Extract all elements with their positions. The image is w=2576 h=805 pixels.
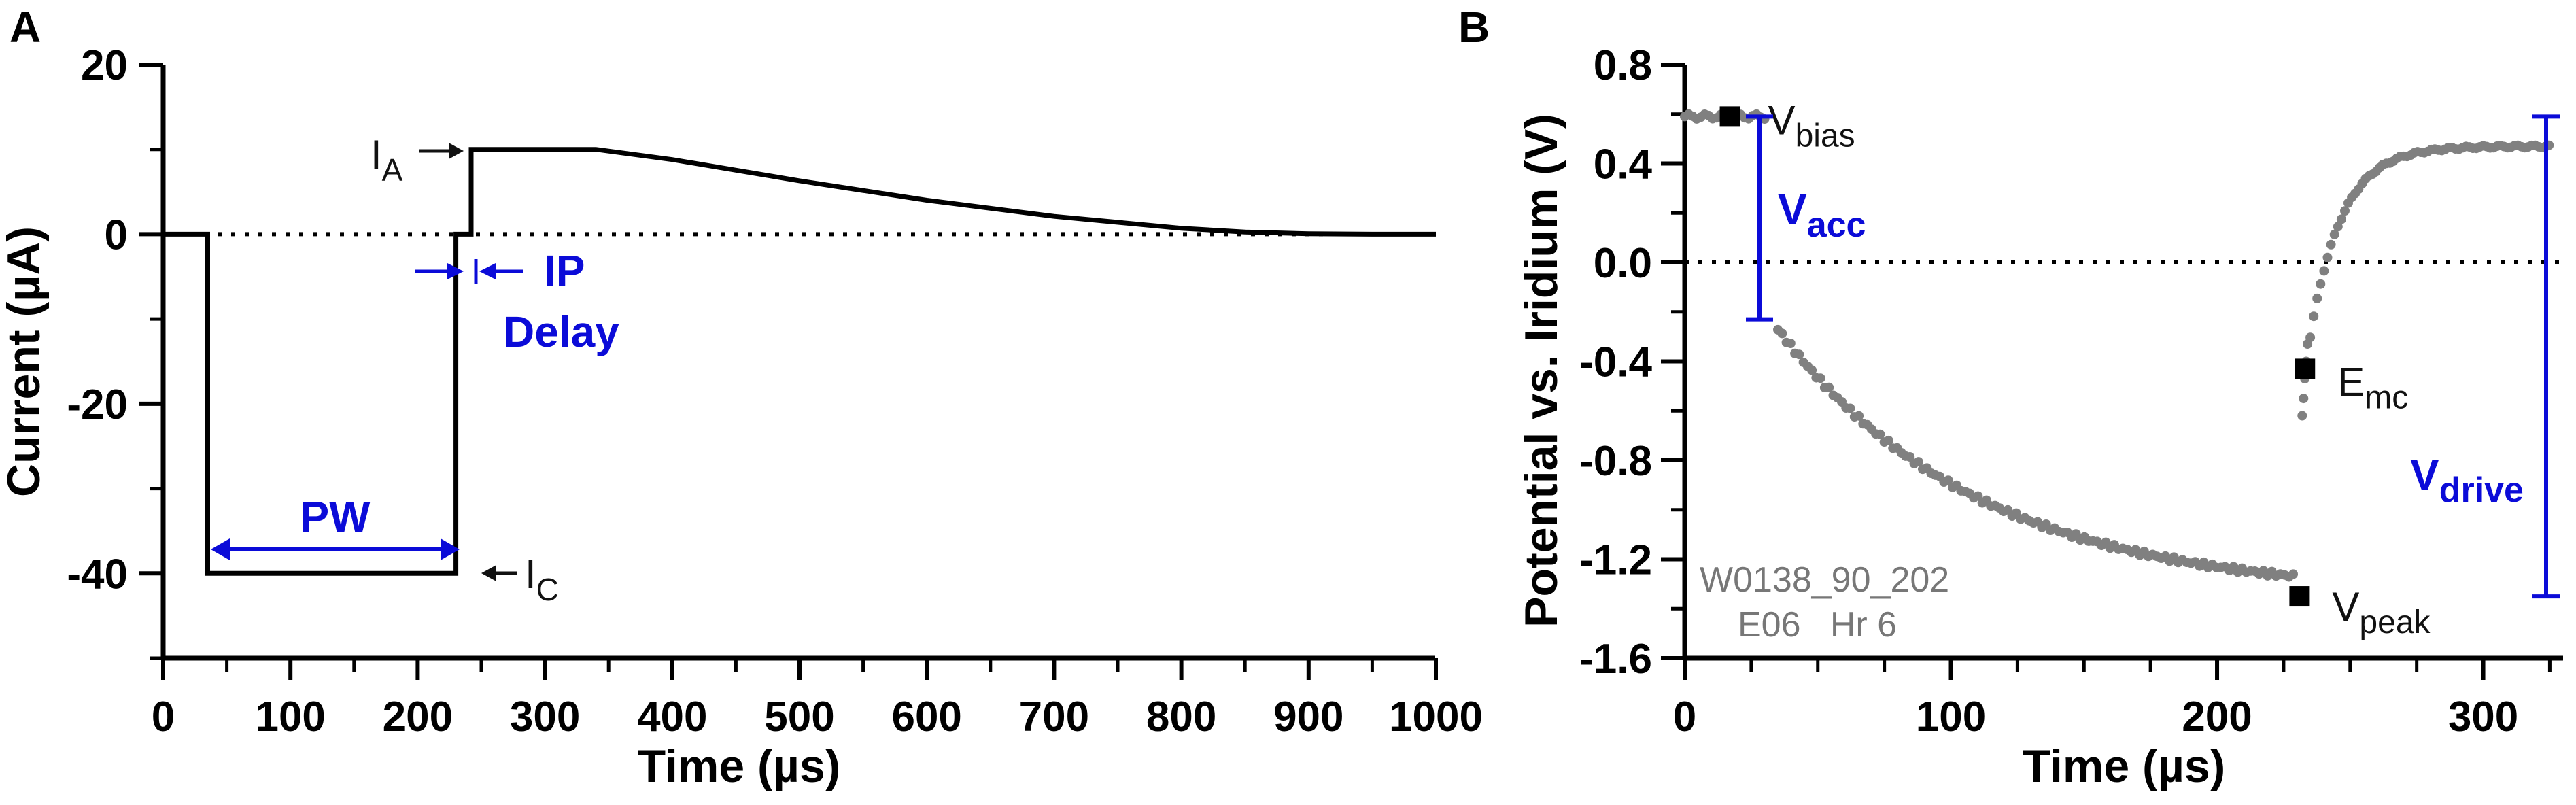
panel-b-y-tick-label: 0.8	[1594, 42, 1652, 89]
panel-a-x-tick-label: 500	[764, 693, 834, 740]
marker-v-bias	[1719, 106, 1740, 127]
label-v-drive: Vdrive	[2410, 450, 2524, 510]
panel-a-x-tick-label: 1000	[1389, 693, 1483, 740]
panel-b-data-point	[2336, 214, 2346, 224]
sample-label-line1: W0138_90_202	[1700, 560, 1949, 600]
panel-b-data-point	[1845, 403, 1855, 413]
panel-b-data-point	[1815, 373, 1825, 383]
panel-b-data-point	[1854, 411, 1864, 421]
panel-b-letter: B	[1458, 3, 1490, 52]
ia-label: IA	[371, 132, 403, 188]
panel-b-y-tick-label: 0.0	[1594, 240, 1652, 287]
panel-b-data-point	[2312, 293, 2322, 303]
panel-a-x-axis-title: Time (µs)	[638, 740, 841, 792]
panel-b-data-point	[2329, 229, 2339, 239]
panel-b-data-point	[2316, 279, 2326, 289]
panel-b-data-point	[2333, 222, 2343, 232]
panel-a-y-tick-label: 0	[105, 211, 128, 258]
panel-a-y-ticks: -40 -20 0 20	[67, 42, 163, 660]
panel-b-y-axis-title: Potential vs. Iridium (V)	[1515, 114, 1567, 628]
panel-a-letter: A	[10, 3, 41, 52]
ip-arrowhead-right	[479, 263, 496, 279]
panel-b-data-point	[1824, 382, 1834, 392]
sample-label-line2: E06 Hr 6	[1738, 605, 1897, 645]
delay-label: Delay	[503, 307, 619, 356]
panel-b-data-point	[1943, 475, 1953, 485]
panel-b-y-tick-label: 0.4	[1594, 141, 1653, 188]
panel-b-scatter-points	[1680, 109, 2554, 582]
panel-b-data-point	[2322, 252, 2333, 262]
panel-a-y-axis-title: Current (µA)	[0, 226, 50, 497]
panel-b-data-point	[2319, 266, 2329, 276]
panel-b-y-tick-label: -1.2	[1579, 537, 1652, 584]
panel-b-data-point	[1913, 457, 1923, 467]
ic-label: IC	[525, 551, 559, 607]
panel-a: A 0 100 200 300 400 500 600 700 800 900 1000 -40-2…	[0, 3, 1483, 792]
pw-arrowhead-left	[211, 538, 230, 560]
panel-b-y-ticks: -1.6 -1.2 -0.8 -0.4 0.0 0.4 0.8	[1579, 42, 1685, 683]
panel-b-data-point	[1785, 339, 1796, 348]
panel-a-x-tick-label: 300	[510, 693, 580, 740]
ic-arrowhead	[481, 565, 496, 581]
panel-b-brackets: Vacc Vdrive	[1746, 114, 2560, 599]
panel-a-x-tick-label: 700	[1019, 693, 1089, 740]
ip-label: IP	[544, 246, 585, 295]
pw-label: PW	[300, 492, 371, 541]
panel-b-x-axis-title: Time (µs)	[2023, 740, 2226, 792]
panel-b-x-tick-label: 200	[2182, 693, 2252, 740]
marker-e-mc	[2295, 358, 2316, 379]
panel-a-y-tick-label: -20	[67, 381, 128, 428]
panel-a-x-ticks: 0 100 200 300 400 500 600 700 800 900 1000	[152, 658, 1483, 740]
panel-b-data-point	[2299, 394, 2309, 404]
panel-a-x-tick-label: 800	[1146, 693, 1216, 740]
panel-b-data-point	[1883, 435, 1893, 445]
label-v-peak: Vpeak	[2332, 584, 2431, 640]
panel-b-markers: Vbias Emc Vpeak	[1719, 97, 2431, 640]
marker-v-peak	[2289, 586, 2310, 607]
panel-b-x-tick-label: 300	[2448, 693, 2518, 740]
panel-a-x-tick-label: 100	[255, 693, 325, 740]
panel-b-data-point	[1777, 328, 1787, 339]
panel-b-data-point	[2340, 206, 2350, 216]
panel-a-x-tick-label: 200	[383, 693, 453, 740]
panel-b-x-tick-label: 0	[1673, 693, 1696, 740]
panel-a-x-tick-label: 900	[1273, 693, 1343, 740]
panel-b-data-point	[1875, 429, 1885, 439]
ia-arrowhead	[449, 143, 464, 159]
panel-a-x-tick-label: 400	[637, 693, 707, 740]
label-v-bias: Vbias	[1768, 97, 1855, 154]
panel-a-x-tick-label: 0	[152, 693, 175, 740]
panel-a-y-tick-label: 20	[81, 42, 128, 89]
panel-a-current-trace	[163, 147, 1436, 576]
panel-b-data-point	[2309, 311, 2319, 322]
label-v-acc: Vacc	[1778, 185, 1866, 245]
panel-b-data-point	[2305, 332, 2316, 343]
panel-b: B 0 100 200 300 -1.6 -1.2 -0.8 -0.4 0.0 0.4 0.8 V…	[1458, 3, 2563, 792]
panel-b-data-point	[1807, 365, 1817, 375]
panel-b-data-point	[2326, 239, 2336, 250]
panel-b-y-tick-label: -1.6	[1579, 636, 1652, 683]
pw-arrowhead-right	[441, 538, 460, 560]
panel-b-x-ticks: 0 100 200 300	[1673, 658, 2552, 740]
ip-arrowhead-left	[447, 263, 464, 279]
panel-b-data-point	[2288, 569, 2298, 579]
panel-b-y-tick-label: -0.8	[1579, 438, 1652, 485]
label-e-mc: Emc	[2337, 359, 2408, 415]
panel-b-data-point	[1973, 491, 1983, 501]
panel-a-y-tick-label: -40	[67, 551, 128, 598]
panel-b-data-point	[1794, 349, 1804, 360]
panel-b-data-point	[2297, 411, 2307, 421]
panel-b-x-tick-label: 100	[1916, 693, 1986, 740]
panel-b-y-tick-label: -0.4	[1579, 339, 1652, 386]
panel-a-x-tick-label: 600	[891, 693, 961, 740]
